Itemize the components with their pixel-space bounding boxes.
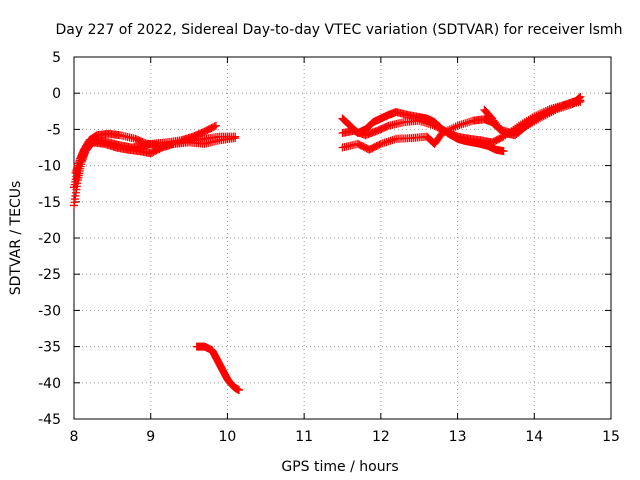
data-point xyxy=(210,122,219,131)
x-tick-label: 12 xyxy=(372,429,390,445)
y-tick-label: -45 xyxy=(38,412,61,428)
x-axis-label: GPS time / hours xyxy=(281,459,398,475)
data-point xyxy=(451,122,460,131)
x-tick-label: 14 xyxy=(525,429,543,445)
x-tick-label: 10 xyxy=(219,429,237,445)
x-tick-label: 11 xyxy=(295,429,313,445)
data-point xyxy=(440,128,449,137)
data-point xyxy=(438,129,447,138)
y-tick-label: -20 xyxy=(38,231,61,247)
data-point xyxy=(234,386,243,395)
series-arc-4 xyxy=(192,342,243,395)
data-point xyxy=(211,121,220,130)
chart-title: Day 227 of 2022, Sidereal Day-to-day VTE… xyxy=(56,22,623,38)
x-tick-label: 9 xyxy=(146,429,155,445)
data-point xyxy=(231,134,240,143)
data-point xyxy=(443,126,452,135)
x-axis-ticks: 8 9 10 11 12 13 14 15 xyxy=(70,57,620,445)
y-axis-label: SDTVAR / TECUs xyxy=(8,181,24,296)
y-tick-label: -35 xyxy=(38,340,61,356)
data-point xyxy=(447,124,456,133)
series-arc-3 xyxy=(71,134,240,177)
grid xyxy=(74,57,611,419)
data-point xyxy=(445,125,454,134)
x-tick-label: 13 xyxy=(449,429,467,445)
y-axis-ticks: 5 0 -5 -10 -15 -20 -25 -30 -35 -40 -45 xyxy=(38,50,611,428)
y-tick-label: -15 xyxy=(38,195,61,211)
series-arc-8 xyxy=(480,96,585,140)
y-tick-label: -40 xyxy=(38,376,61,392)
y-tick-label: -25 xyxy=(38,267,61,283)
y-tick-label: -10 xyxy=(38,159,61,175)
data-point xyxy=(375,140,384,149)
data-point xyxy=(442,127,451,136)
y-tick-label: -30 xyxy=(38,303,61,319)
data-point xyxy=(449,123,458,132)
data-markers xyxy=(70,92,585,395)
x-tick-label: 15 xyxy=(602,429,620,445)
y-tick-label: -5 xyxy=(47,122,61,138)
y-tick-label: 5 xyxy=(52,50,61,66)
y-tick-label: 0 xyxy=(52,86,61,102)
x-tick-label: 8 xyxy=(70,429,79,445)
data-point xyxy=(499,147,508,156)
data-point xyxy=(576,96,585,105)
